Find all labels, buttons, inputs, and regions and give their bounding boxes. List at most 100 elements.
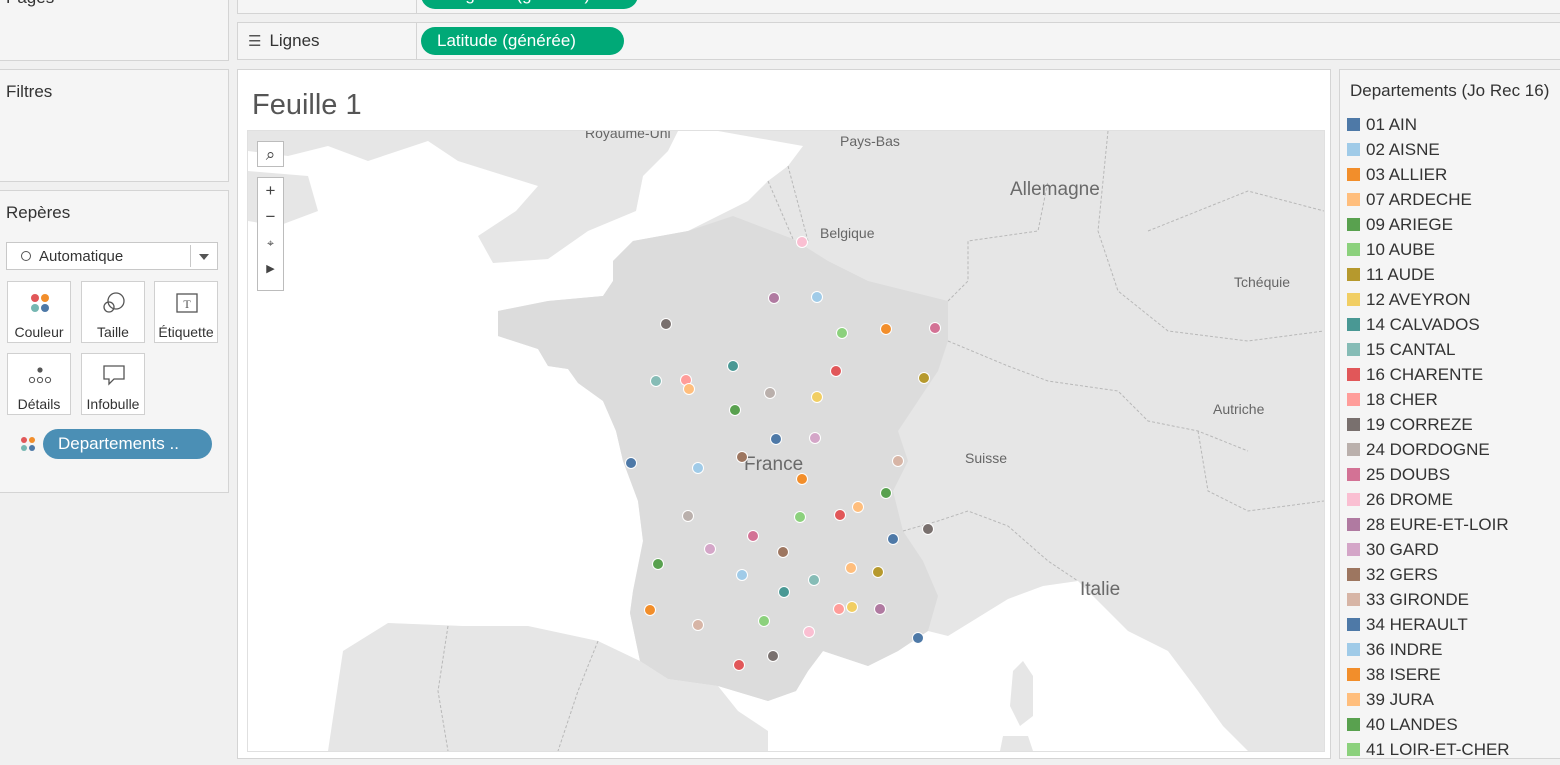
departements-color-pill[interactable]: Departements .. [43,429,212,459]
mark-type-dropdown[interactable]: Automatique [6,242,218,270]
legend-item[interactable]: 18 CHER [1347,390,1438,415]
etiquette-button[interactable]: T Étiquette [154,281,218,343]
couleur-button[interactable]: Couleur [7,281,71,343]
department-point[interactable] [892,455,904,467]
legend-item[interactable]: 33 GIRONDE [1347,590,1469,615]
department-point[interactable] [796,236,808,248]
department-point[interactable] [650,375,662,387]
search-icon[interactable]: ⌕ [265,145,276,164]
legend-item[interactable]: 28 EURE-ET-LOIR [1347,515,1509,540]
department-point[interactable] [768,292,780,304]
department-point[interactable] [683,383,695,395]
legend-item[interactable]: 34 HERAULT [1347,615,1468,640]
legend-item[interactable]: 40 LANDES [1347,715,1458,740]
legend-swatch [1347,643,1360,656]
longitude-pill[interactable]: Longitude (générée) [421,0,639,9]
department-point[interactable] [887,533,899,545]
map-view[interactable]: Royaume-Uni Pays-Bas Allemagne Belgique … [247,130,1325,752]
chevron-down-icon[interactable] [199,254,209,260]
legend-item[interactable]: 12 AVEYRON [1347,290,1471,315]
infobulle-button[interactable]: Infobulle [81,353,145,415]
department-point[interactable] [727,360,739,372]
department-point[interactable] [736,451,748,463]
details-button[interactable]: Détails [7,353,71,415]
legend-item[interactable]: 24 DORDOGNE [1347,440,1490,465]
department-point[interactable] [770,433,782,445]
map-label-royaume-uni: Royaume-Uni [585,130,671,141]
department-point[interactable] [833,603,845,615]
department-point[interactable] [758,615,770,627]
legend-item[interactable]: 09 ARIEGE [1347,215,1453,240]
legend-item[interactable]: 14 CALVADOS [1347,315,1480,340]
legend-item[interactable]: 03 ALLIER [1347,165,1447,190]
department-point[interactable] [682,510,694,522]
department-point[interactable] [834,509,846,521]
legend-item[interactable]: 01 AIN [1347,115,1417,140]
reset-map-icon[interactable]: ⌖ [267,236,274,250]
department-point[interactable] [747,530,759,542]
department-point[interactable] [874,603,886,615]
legend-item[interactable]: 26 DROME [1347,490,1453,515]
department-point[interactable] [729,404,741,416]
legend-item[interactable]: 41 LOIR-ET-CHER [1347,740,1510,765]
department-point[interactable] [777,546,789,558]
legend-item[interactable]: 30 GARD [1347,540,1439,565]
department-point[interactable] [809,432,821,444]
department-point[interactable] [811,291,823,303]
taille-button[interactable]: Taille [81,281,145,343]
legend-item[interactable]: 02 AISNE [1347,140,1440,165]
land-iberia [328,623,768,751]
department-point[interactable] [764,387,776,399]
department-point[interactable] [830,365,842,377]
zoom-out-icon[interactable]: − [265,207,276,226]
department-point[interactable] [836,327,848,339]
department-point[interactable] [644,604,656,616]
legend-item[interactable]: 32 GERS [1347,565,1438,590]
department-point[interactable] [811,391,823,403]
department-point[interactable] [803,626,815,638]
department-point[interactable] [794,511,806,523]
department-point[interactable] [660,318,672,330]
department-point[interactable] [736,569,748,581]
department-point[interactable] [880,487,892,499]
legend-item[interactable]: 38 ISERE [1347,665,1441,690]
legend-item[interactable]: 25 DOUBS [1347,465,1450,490]
department-point[interactable] [880,323,892,335]
department-point[interactable] [872,566,884,578]
department-point[interactable] [846,601,858,613]
legend-item[interactable]: 16 CHARENTE [1347,365,1483,390]
zoom-in-icon[interactable]: + [265,181,276,200]
department-point[interactable] [929,322,941,334]
map-search-tool[interactable]: ⌕ [257,141,284,167]
department-point[interactable] [845,562,857,574]
legend-swatch [1347,343,1360,356]
department-point[interactable] [918,372,930,384]
tooltip-icon [103,365,125,386]
legend-item[interactable]: 19 CORREZE [1347,415,1473,440]
expand-icon[interactable]: ▶ [266,263,275,275]
department-point[interactable] [852,501,864,513]
legend-swatch [1347,743,1360,756]
latitude-pill[interactable]: Latitude (générée) [421,27,624,55]
legend-item[interactable]: 39 JURA [1347,690,1434,715]
legend-item[interactable]: 07 ARDECHE [1347,190,1472,215]
legend-label: 34 HERAULT [1366,615,1468,634]
department-point[interactable] [692,462,704,474]
department-point[interactable] [652,558,664,570]
department-point[interactable] [733,659,745,671]
department-point[interactable] [625,457,637,469]
department-point[interactable] [808,574,820,586]
department-marks [625,236,941,671]
legend-item[interactable]: 36 INDRE [1347,640,1443,665]
legend-item[interactable]: 10 AUBE [1347,240,1435,265]
department-point[interactable] [778,586,790,598]
department-point[interactable] [767,650,779,662]
pages-card: Pages [0,0,229,61]
department-point[interactable] [692,619,704,631]
department-point[interactable] [912,632,924,644]
department-point[interactable] [704,543,716,555]
legend-item[interactable]: 11 AUDE [1347,265,1435,290]
department-point[interactable] [796,473,808,485]
department-point[interactable] [922,523,934,535]
legend-item[interactable]: 15 CANTAL [1347,340,1455,365]
